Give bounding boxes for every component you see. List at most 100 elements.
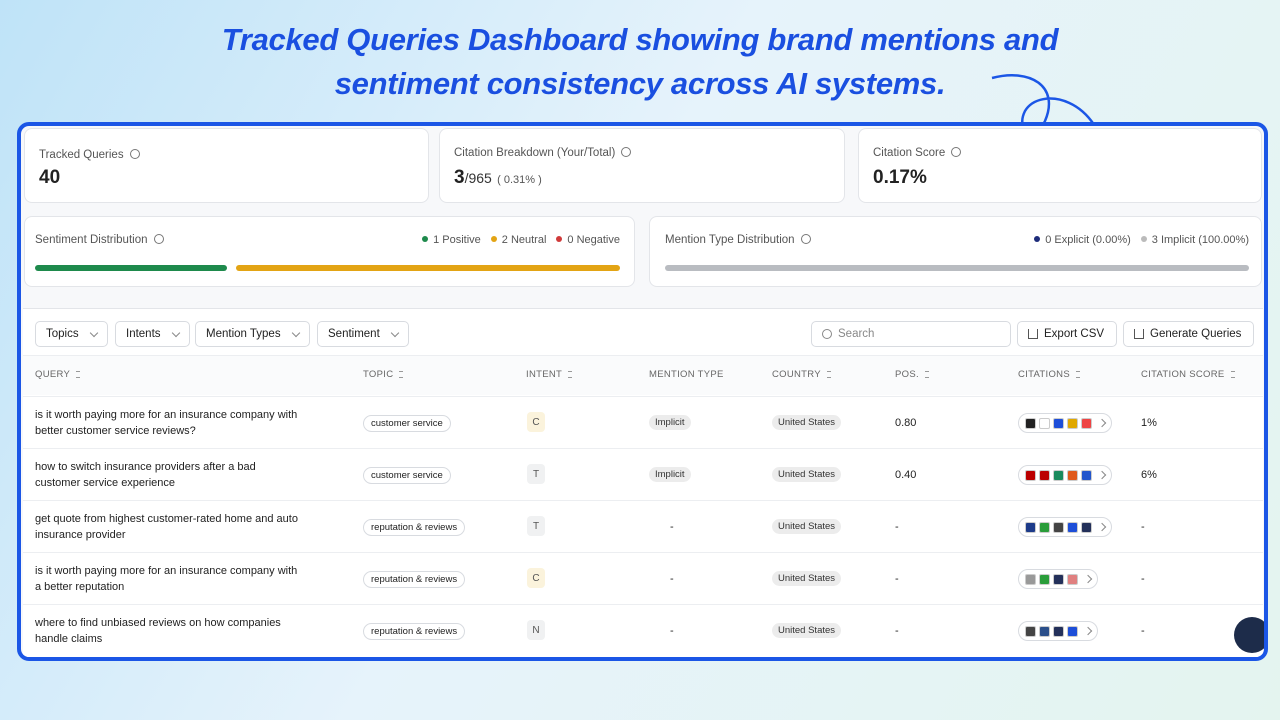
source-icon (1025, 521, 1036, 533)
mention-type: - (670, 625, 674, 637)
citation-score: 6% (1141, 469, 1157, 481)
sentiment-card: Sentiment Distribution 1 Positive 2 Neut… (24, 216, 635, 287)
source-icon (1025, 625, 1036, 637)
table-row[interactable]: is it worth paying more for an insurance… (23, 552, 1263, 604)
citation-sources[interactable] (1018, 621, 1098, 641)
action-button[interactable]: Generate Queries (1123, 321, 1254, 347)
source-icon (1025, 573, 1036, 585)
chevron-icon (1083, 626, 1093, 636)
column-title: CITATION SCORE (1141, 369, 1225, 380)
column-title: MENTION TYPE (649, 369, 724, 380)
headline: Tracked Queries Dashboard showing brand … (221, 22, 1059, 57)
filter-dropdown[interactable]: Sentiment (317, 321, 409, 347)
column-header[interactable]: CITATIONS (1018, 369, 1080, 380)
filter-dropdown[interactable]: Topics (35, 321, 108, 347)
mention-card: Mention Type Distribution 0 Explicit (0.… (649, 216, 1262, 287)
chevron-icon (291, 328, 300, 337)
search-box[interactable]: Search (811, 321, 1011, 347)
column-header[interactable]: QUERY (35, 369, 81, 380)
source-icon (1067, 625, 1078, 637)
stat-percent: ( 0.31% ) (497, 174, 542, 186)
table-row[interactable]: get quote from highest customer-rated ho… (23, 500, 1263, 552)
filter-dropdown[interactable]: Intents (115, 321, 190, 347)
source-icon (1039, 469, 1050, 481)
query-text: where to find unbiased reviews on how co… (35, 617, 281, 645)
stat-card: Tracked Queries 40 (24, 128, 429, 203)
legend-item: 3 Implicit (100.00%) (1151, 234, 1249, 246)
table-row[interactable]: is it worth paying more for an insurance… (23, 396, 1263, 448)
card-title: Mention Type Distribution (665, 234, 795, 246)
country-tag: United States (772, 571, 842, 586)
source-icon (1039, 521, 1050, 533)
filter-label: Topics (46, 328, 79, 340)
column-header[interactable]: CITATION SCORE (1141, 369, 1235, 380)
intent-badge: N (527, 620, 545, 640)
chat-button[interactable] (1234, 617, 1264, 653)
table-row[interactable]: where to find unbiased reviews on how co… (23, 604, 1263, 656)
filter-dropdown[interactable]: Mention Types (195, 321, 310, 347)
legend-item: 0 Explicit (0.00%) (1045, 234, 1131, 246)
stat-value: 0.17% (873, 167, 927, 188)
chevron-icon (1097, 522, 1107, 532)
button-label: Generate Queries (1150, 328, 1242, 340)
source-icon (1053, 625, 1064, 637)
column-header: MENTION TYPE (649, 369, 724, 380)
position-value: - (895, 625, 899, 637)
stat-card: Citation Score 0.17% (858, 128, 1262, 203)
source-icon (1081, 417, 1092, 429)
sort-icon (76, 371, 81, 378)
citation-sources[interactable] (1018, 413, 1112, 433)
column-header[interactable]: INTENT (526, 369, 573, 380)
source-icon (1053, 573, 1064, 585)
topic-tag: reputation & reviews (363, 623, 466, 640)
column-title: COUNTRY (772, 369, 821, 380)
intent-badge: C (527, 568, 545, 588)
citation-sources[interactable] (1018, 517, 1112, 537)
position-value: - (895, 573, 899, 585)
position-value: 0.40 (895, 469, 917, 481)
sort-icon (1075, 371, 1080, 378)
implicit-bar (665, 265, 1249, 271)
neutral-bar (236, 265, 620, 271)
stat-card: Citation Breakdown (Your/Total) 3/965 ( … (439, 128, 845, 203)
search-placeholder: Search (838, 328, 875, 340)
positive-bar (35, 265, 227, 271)
column-header[interactable]: POS. (895, 369, 929, 380)
action-button[interactable]: Export CSV (1017, 321, 1117, 347)
column-title: INTENT (526, 369, 563, 380)
source-icon (1039, 625, 1050, 637)
source-icon (1025, 417, 1036, 429)
sort-icon (568, 371, 573, 378)
filter-label: Intents (126, 328, 161, 340)
sort-icon (399, 371, 404, 378)
source-icon (1067, 573, 1078, 585)
stat-value: 40 (39, 167, 61, 188)
stat-total: /965 (464, 170, 492, 186)
column-title: TOPIC (363, 369, 394, 380)
source-icon (1039, 573, 1050, 585)
topic-tag: customer service (363, 415, 451, 432)
stat-label: Citation Breakdown (Your/Total) (454, 147, 616, 159)
stat-value: 3 (454, 167, 465, 188)
mention-type: - (670, 573, 674, 585)
column-header[interactable]: TOPIC (363, 369, 404, 380)
chevron-icon (89, 328, 98, 337)
mention-type: Implicit (649, 467, 691, 482)
stat-label: Tracked Queries (39, 149, 124, 161)
chevron-icon (1097, 470, 1107, 480)
sort-icon (1230, 371, 1235, 378)
position-value: - (895, 521, 899, 533)
table-row[interactable]: how to switch insurance providers after … (23, 448, 1263, 500)
column-title: QUERY (35, 369, 71, 380)
chevron-icon (171, 328, 180, 337)
citation-score: - (1141, 573, 1145, 585)
source-icon (1081, 521, 1092, 533)
stat-label: Citation Score (873, 147, 946, 159)
filter-label: Mention Types (206, 328, 281, 340)
citation-sources[interactable] (1018, 569, 1098, 589)
citation-sources[interactable] (1018, 465, 1112, 485)
source-icon (1053, 521, 1064, 533)
column-header[interactable]: COUNTRY (772, 369, 831, 380)
button-icon (1028, 329, 1038, 339)
